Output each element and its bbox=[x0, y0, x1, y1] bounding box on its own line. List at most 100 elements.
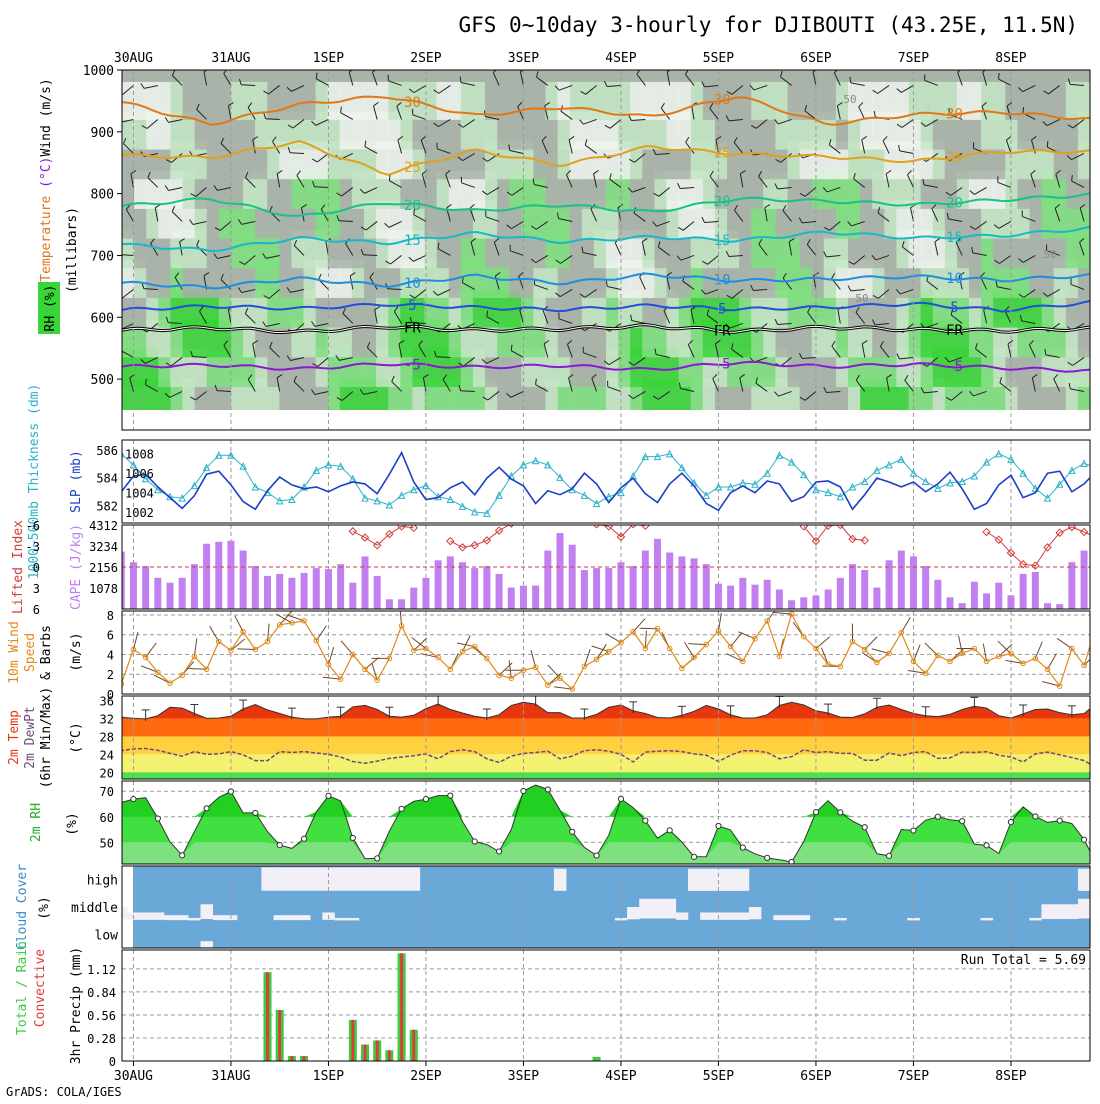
rh-point bbox=[423, 797, 428, 802]
cape-bar bbox=[422, 578, 429, 609]
cloud-cell bbox=[798, 915, 810, 920]
rh-point bbox=[740, 845, 745, 850]
cape-bar bbox=[508, 588, 515, 609]
rh-point bbox=[1008, 820, 1013, 825]
bottom-date-label: 30AUG bbox=[114, 1069, 153, 1084]
cloud-cell bbox=[286, 915, 298, 920]
cloud-cell bbox=[737, 912, 749, 919]
top-date-label: 30AUG bbox=[114, 51, 153, 66]
wind-barb bbox=[103, 682, 121, 684]
side-label-line: 2m DewPt bbox=[23, 706, 38, 769]
cloud-cell bbox=[335, 918, 347, 920]
cloud-cell bbox=[651, 899, 663, 919]
rh-cell bbox=[267, 82, 280, 120]
cape-bar bbox=[617, 562, 624, 609]
rh-cell bbox=[1078, 82, 1091, 120]
cape-bar bbox=[154, 578, 161, 609]
rh-point bbox=[399, 806, 404, 811]
cloud-cell bbox=[286, 867, 298, 890]
isotherm-label: 30 bbox=[714, 93, 731, 109]
rh-point bbox=[935, 814, 940, 819]
cape-bar bbox=[922, 566, 929, 609]
cape-bar bbox=[325, 569, 332, 609]
cape-tick-label: 4312 bbox=[89, 519, 118, 533]
wind-barb-flag bbox=[102, 171, 106, 176]
cape-bar bbox=[910, 556, 917, 609]
upper-air-legend: Temperature (°C)Wind (m/s) bbox=[39, 78, 54, 282]
rh-tick-label: 60 bbox=[100, 811, 114, 825]
rh-cell bbox=[981, 82, 994, 120]
legend-text: (°C) bbox=[39, 157, 54, 188]
cape-bar bbox=[337, 564, 344, 609]
isotherm-label: 30 bbox=[946, 106, 963, 122]
cape-bar bbox=[752, 585, 759, 609]
cape-tick-label: 3234 bbox=[89, 540, 118, 554]
temp-unit-label: (°C) bbox=[69, 722, 84, 753]
rh-cell bbox=[533, 82, 546, 120]
rh-cell bbox=[691, 82, 704, 120]
cape-bar bbox=[1020, 574, 1027, 609]
wind-speed-point bbox=[1094, 624, 1099, 629]
cape-bar bbox=[130, 562, 137, 609]
rh-cell bbox=[921, 82, 934, 120]
cape-bar bbox=[93, 551, 100, 609]
wind-tick-label: 8 bbox=[107, 609, 114, 623]
cape-bar bbox=[959, 603, 966, 609]
temp-fill bbox=[85, 702, 1097, 736]
temp-band bbox=[122, 754, 1090, 772]
wind-barb bbox=[266, 119, 280, 120]
cape-bar bbox=[983, 593, 990, 609]
cape-bar bbox=[849, 564, 856, 609]
wind-barb-flag bbox=[116, 325, 120, 329]
wind-barb bbox=[106, 140, 109, 154]
cloud-cell bbox=[737, 869, 749, 891]
cape-bar bbox=[264, 576, 271, 609]
wind-barb bbox=[241, 85, 255, 86]
cape-bar bbox=[971, 582, 978, 609]
cape-bar bbox=[471, 568, 478, 609]
rh-cell bbox=[739, 82, 752, 120]
rh-point bbox=[1081, 837, 1086, 842]
wind-barb bbox=[105, 344, 109, 357]
cape-bar bbox=[605, 568, 612, 609]
rh-tick-label: 50 bbox=[100, 836, 114, 850]
cloud-cell bbox=[627, 907, 639, 919]
cape-bar bbox=[898, 551, 905, 609]
cloud-cell bbox=[785, 915, 797, 920]
cape-bar bbox=[886, 560, 893, 609]
isotherm-label: 30 bbox=[404, 95, 421, 111]
rh-point bbox=[301, 836, 306, 841]
side-label-line: (millibars) bbox=[65, 207, 80, 293]
cape-bar bbox=[118, 552, 125, 609]
rh-point bbox=[155, 816, 160, 821]
y-tick-label: 700 bbox=[91, 249, 114, 264]
cape-bar bbox=[240, 551, 247, 609]
cape-bar bbox=[374, 576, 381, 609]
cloud-row-label: middle bbox=[71, 901, 118, 916]
cape-bar bbox=[800, 597, 807, 609]
cape-plot bbox=[81, 520, 1100, 609]
isotherm-label: -5 bbox=[404, 358, 421, 374]
rh-point bbox=[691, 854, 696, 859]
top-date-label: 8SEP bbox=[995, 51, 1026, 66]
precip-convective-bar bbox=[351, 1020, 354, 1061]
isotherm-label: -5 bbox=[946, 359, 963, 375]
upper-air-ylabel: (millibars) bbox=[65, 207, 80, 293]
cape-bar bbox=[569, 545, 576, 609]
y-tick-label: 600 bbox=[91, 311, 114, 326]
bottom-date-label: 8SEP bbox=[995, 1069, 1026, 1084]
slp-plot bbox=[82, 443, 1100, 517]
cape-bar bbox=[776, 590, 783, 609]
li-tick-label: -6 bbox=[26, 519, 40, 533]
cape-bar bbox=[544, 551, 551, 609]
rh-point bbox=[180, 853, 185, 858]
rh-point bbox=[618, 796, 623, 801]
temp-band-low bbox=[122, 772, 1090, 779]
